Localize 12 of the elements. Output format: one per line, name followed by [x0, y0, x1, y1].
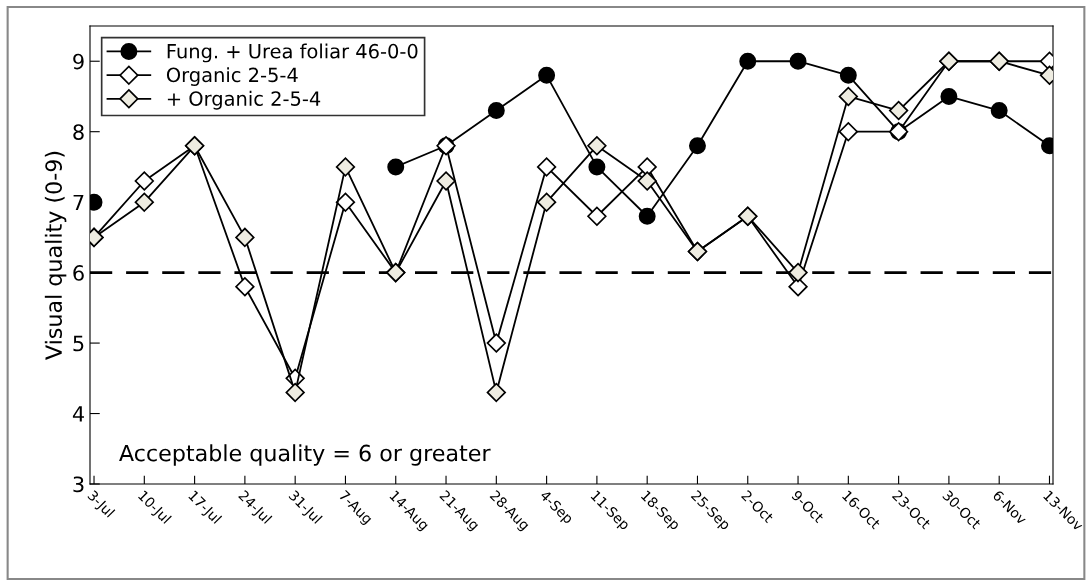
y-tick-label: 6 — [73, 265, 84, 281]
y-tick-label: 7 — [73, 194, 84, 211]
y-tick-label: 8 — [73, 124, 84, 140]
legend-label: Organic 2-5-4 — [166, 67, 298, 86]
legend-label: + Organic 2-5-4 — [167, 90, 321, 110]
y-axis-title: Visual quality (0-9) — [44, 151, 67, 360]
y-tick-label: 4 — [72, 406, 84, 422]
y-tick-label: 3 — [73, 476, 84, 493]
y-tick-label: 5 — [73, 335, 84, 352]
y-tick-label: 9 — [73, 53, 84, 70]
annotation: Acceptable quality = 6 or greater — [119, 444, 491, 466]
legend-label: Fung. + Urea foliar 46-0-0 — [167, 43, 418, 63]
